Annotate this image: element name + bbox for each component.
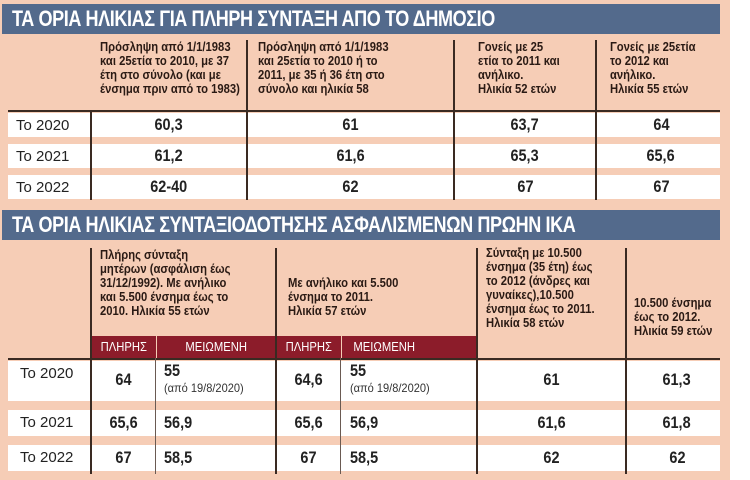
table2-row <box>8 361 720 401</box>
table1-title: ΤΑ ΟΡΙΑ ΗΛΙΚΙΑΣ ΓΙΑ ΠΛΗΡΗ ΣΥΝΤΑΞΗ ΑΠΟ ΤΟ… <box>2 4 720 34</box>
table2-cell: 61,8 <box>662 413 692 432</box>
infographic-panel: ΤΑ ΟΡΙΑ ΗΛΙΚΙΑΣ ΓΙΑ ΠΛΗΡΗ ΣΥΝΤΑΞΗ ΑΠΟ ΤΟ… <box>0 0 730 480</box>
table2-cell: 58,5 <box>164 448 193 467</box>
divider <box>90 248 92 358</box>
table1-col2-header: Πρόσληψη από 1/1/1983 και 25ετία το 2010… <box>258 40 438 96</box>
divider <box>90 110 92 200</box>
divider <box>246 100 248 200</box>
table2-title-text: ΤΑ ΟΡΙΑ ΗΛΙΚΙΑΣ ΣΥΝΤΑΞΙΟΔΟΤΗΣΗΣ ΑΣΦΑΛΙΣΜ… <box>12 212 576 237</box>
table2-cell: 61 <box>543 370 560 389</box>
table2-col4-header: 10.500 ένσημα έως το 2012. Ηλικία 59 ετώ… <box>634 296 734 338</box>
table2-cell: 64 <box>115 370 132 389</box>
table2-cell: 58,5 <box>350 448 379 467</box>
row-year: Το 2022 <box>16 179 70 196</box>
table1-col3-header: Γονείς με 25 ετία το 2011 και ανήλικο. Η… <box>478 40 598 96</box>
row-year: Το 2022 <box>20 449 74 466</box>
subheader-full: ΠΛΗΡΗΣ <box>277 336 341 358</box>
table2-cell: 56,9 <box>350 413 379 432</box>
divider <box>476 358 478 474</box>
table1-cell: 64 <box>652 115 670 134</box>
table1-row <box>8 175 720 199</box>
table2-cell: 55 <box>350 361 367 380</box>
divider <box>275 358 277 474</box>
divider <box>340 358 341 474</box>
table1-cell: 63,7 <box>510 115 540 134</box>
table2-cell: 67 <box>300 448 317 467</box>
table1-col4-header: Γονείς με 25ετία το 2012 και ανήλικο. Ηλ… <box>610 40 730 96</box>
subheader-full: ΠΛΗΡΗΣ <box>92 336 156 358</box>
table2-cell: 61,3 <box>662 370 692 389</box>
table2-col1-header: Πλήρης σύνταξη μητέρων (ασφάλιση έως 31/… <box>100 248 280 318</box>
table2-cell: 64,6 <box>294 370 323 389</box>
subheader-reduced: ΜΕΙΩΜΕΝΗ <box>342 336 476 358</box>
table1-cell: 65,3 <box>510 146 540 165</box>
table1-cell: 67 <box>516 177 534 196</box>
table2-col3-header-text: Σύνταξη με 10.500 ένσημα (35 έτη) έως το… <box>486 246 595 330</box>
table1-col3-header-text: Γονείς με 25 ετία το 2011 και ανήλικο. Η… <box>478 40 560 96</box>
row-year: Το 2020 <box>16 117 70 134</box>
divider <box>595 40 597 100</box>
divider <box>595 100 597 200</box>
subheader-reduced: ΜΕΙΩΜΕΝΗ <box>157 336 275 358</box>
table1-row <box>8 144 720 168</box>
divider <box>246 40 248 100</box>
divider <box>453 40 455 100</box>
table2-cell: 62 <box>668 448 686 467</box>
divider <box>156 336 157 358</box>
table2-cell: 62 <box>543 448 560 467</box>
table1-col2-header-text: Πρόσληψη από 1/1/1983 και 25ετία το 2010… <box>258 40 389 96</box>
header-rule <box>8 358 720 360</box>
table2-note: (από 19/8/2020) <box>350 381 430 395</box>
table2-cell: 56,9 <box>164 413 193 432</box>
row-year: Το 2021 <box>16 148 70 165</box>
table2-cell: 65,6 <box>109 413 138 432</box>
table2-col3-header: Σύνταξη με 10.500 ένσημα (35 έτη) έως το… <box>486 246 626 330</box>
divider <box>625 248 627 358</box>
table1-cell: 67 <box>652 177 670 196</box>
table2-col2-header: Με ανήλικο και 5.500 ένσημα το 2011. Ηλι… <box>288 276 468 318</box>
table1-col1-header: Πρόσληψη από 1/1/1983 και 25ετία το 2010… <box>100 40 270 96</box>
divider <box>476 248 478 358</box>
table1-col4-header-text: Γονείς με 25ετία το 2012 και ανήλικο. Ηλ… <box>610 40 696 96</box>
table2-cell: 65,6 <box>294 413 323 432</box>
table1-row <box>8 113 720 137</box>
table1-col1-header-text: Πρόσληψη από 1/1/1983 και 25ετία το 2010… <box>100 40 240 96</box>
table1-cell: 62 <box>342 177 359 196</box>
table1-title-text: ΤΑ ΟΡΙΑ ΗΛΙΚΙΑΣ ΓΙΑ ΠΛΗΡΗ ΣΥΝΤΑΞΗ ΑΠΟ ΤΟ… <box>12 6 495 31</box>
table1-cell: 65,6 <box>646 146 676 165</box>
divider <box>90 358 92 474</box>
table1-cell: 61,6 <box>336 146 365 165</box>
table2-title: ΤΑ ΟΡΙΑ ΗΛΙΚΙΑΣ ΣΥΝΤΑΞΙΟΔΟΤΗΣΗΣ ΑΣΦΑΛΙΣΜ… <box>2 210 720 240</box>
row-year: Το 2021 <box>20 414 74 431</box>
divider <box>155 358 156 474</box>
table2-row <box>8 445 720 471</box>
table2-cell: 67 <box>115 448 132 467</box>
table2-col2-header-text: Με ανήλικο και 5.500 ένσημα το 2011. Ηλι… <box>288 276 399 318</box>
divider <box>453 100 455 200</box>
table1-cell: 61,2 <box>154 146 184 165</box>
header-rule <box>8 110 720 112</box>
table2-note: (από 19/8/2020) <box>164 381 244 395</box>
table2-col4-header-text: 10.500 ένσημα έως το 2012. Ηλικία 59 ετώ… <box>634 296 713 338</box>
table1-cell: 60,3 <box>154 115 184 134</box>
divider <box>275 248 277 358</box>
table1-cell: 62-40 <box>150 177 188 196</box>
table2-cell: 55 <box>164 361 181 380</box>
divider <box>341 336 342 358</box>
table2-row <box>8 410 720 436</box>
page-margin <box>730 0 750 480</box>
table1-cell: 61 <box>342 115 359 134</box>
row-year: Το 2020 <box>20 365 74 382</box>
table2-col1-header-text: Πλήρης σύνταξη μητέρων (ασφάλιση έως 31/… <box>100 248 231 318</box>
table2-cell: 61,6 <box>537 413 566 432</box>
divider <box>625 358 627 474</box>
